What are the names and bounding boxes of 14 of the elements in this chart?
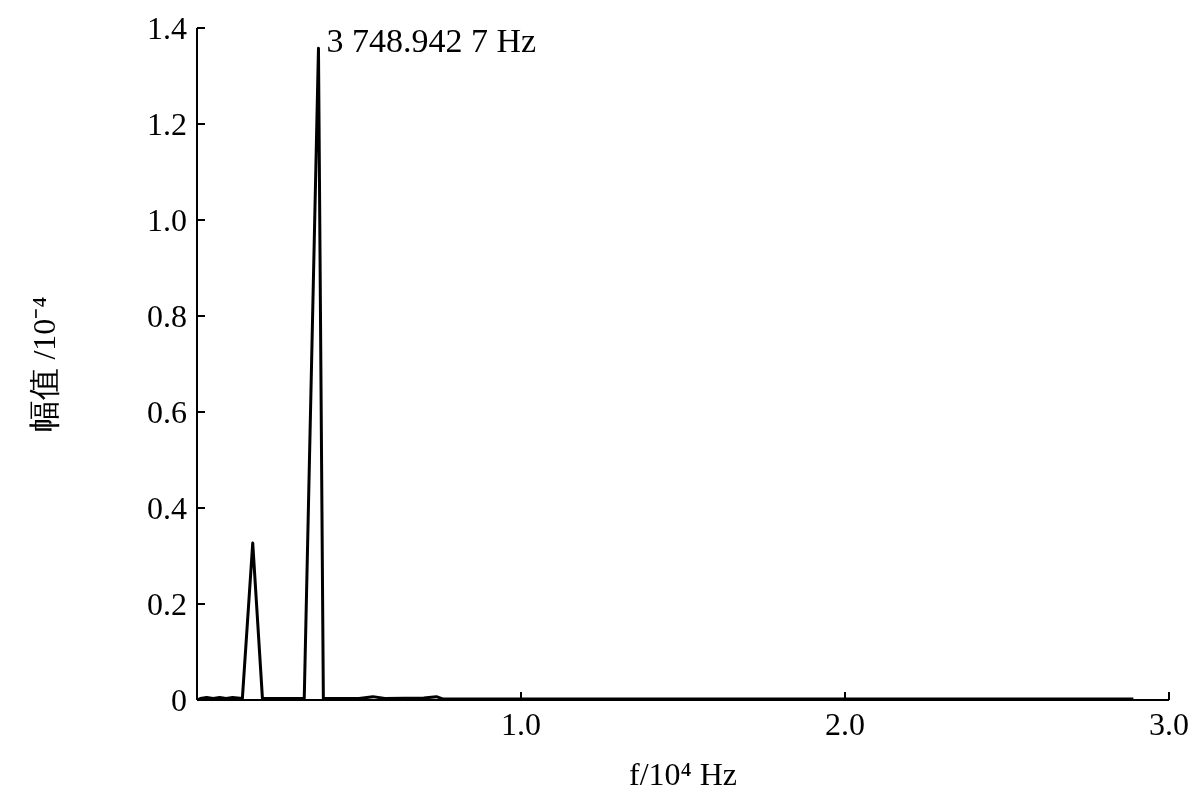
y-tick-label: 0.2	[147, 586, 187, 622]
y-tick-label: 0.4	[147, 490, 187, 526]
annotation: 3 748.942 7 Hz	[326, 22, 537, 60]
y-tick-label: 0.8	[147, 298, 187, 334]
y-axis-title: 幅值 /10⁻⁴	[26, 296, 62, 432]
y-tick-label: 1.4	[147, 10, 187, 46]
y-tick-label: 0	[171, 682, 187, 718]
x-axis-title: f/10⁴ Hz	[628, 756, 738, 792]
x-tick-label: 3.0	[1149, 706, 1189, 742]
x-tick-label: 2.0	[825, 706, 865, 742]
y-tick-label: 1.2	[147, 106, 187, 142]
x-tick-label: 1.0	[501, 706, 541, 742]
y-tick-label: 1.0	[147, 202, 187, 238]
y-tick-label: 0.6	[147, 394, 187, 430]
